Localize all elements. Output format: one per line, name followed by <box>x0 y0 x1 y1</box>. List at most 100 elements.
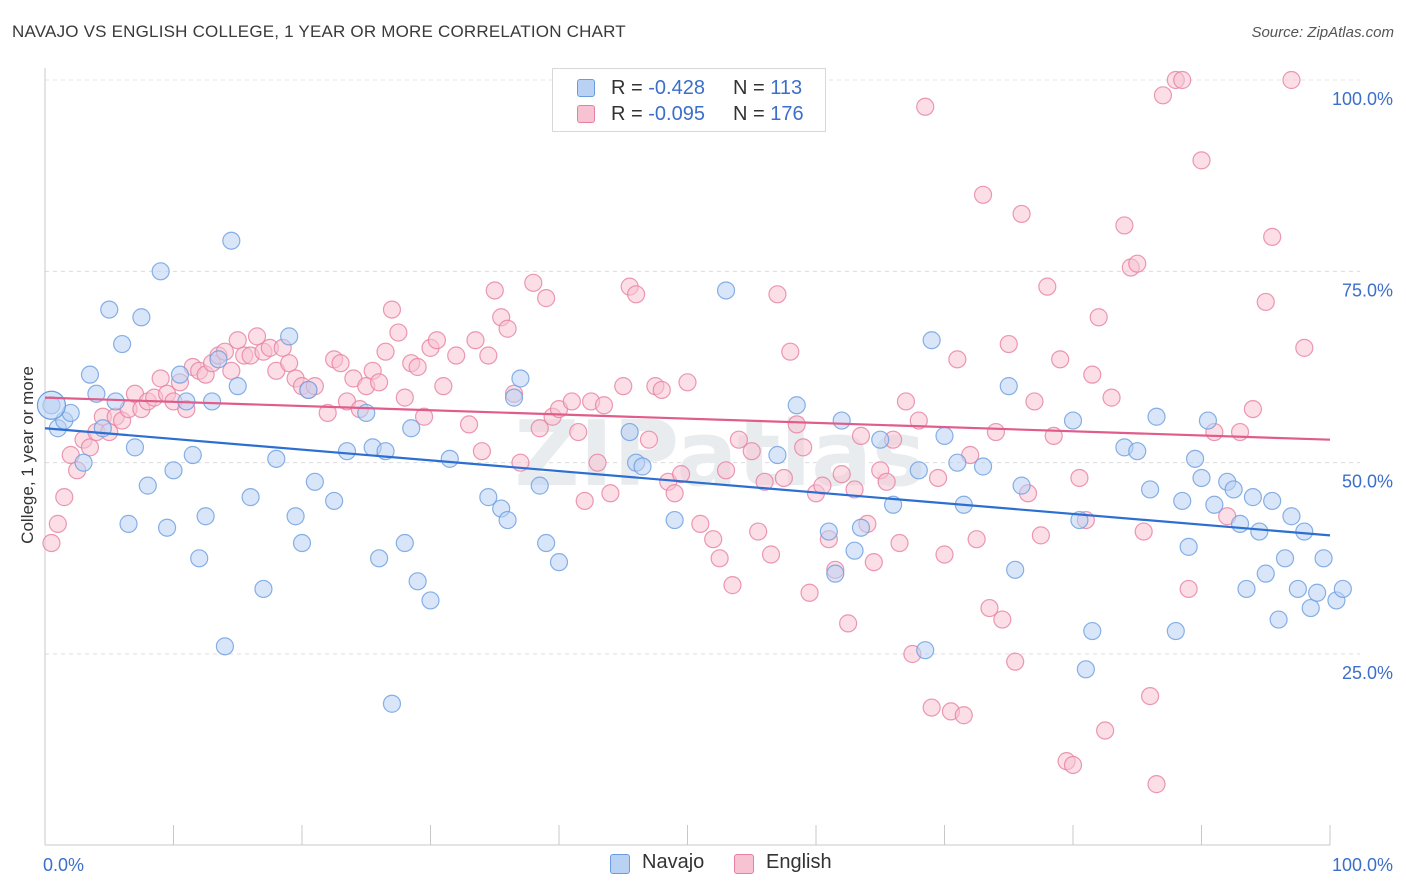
navajo-point <box>190 549 209 568</box>
navajo-point <box>1083 621 1102 641</box>
legend-r-label: R = <box>611 103 649 125</box>
english-point <box>954 706 973 725</box>
english-point <box>1192 151 1211 170</box>
navajo-point <box>922 331 941 350</box>
english-point <box>761 545 781 564</box>
navajo-point <box>1243 488 1263 507</box>
english-point <box>1102 388 1121 407</box>
y-axis-label: College, 1 year or more <box>18 366 37 544</box>
navajo-point <box>80 365 100 384</box>
legend-r-value-navajo: -0.428 <box>648 77 705 99</box>
english-point <box>466 331 485 350</box>
navajo-point <box>819 522 838 541</box>
navajo-point <box>74 453 93 472</box>
source-label: Source: ZipAtlas.com <box>1251 24 1394 41</box>
english-point <box>710 549 729 568</box>
english-point <box>55 488 74 507</box>
english-point <box>652 380 671 400</box>
navajo-point <box>183 445 202 465</box>
navajo-point <box>305 472 324 491</box>
navajo-point <box>1230 514 1250 533</box>
english-point <box>1179 579 1198 599</box>
english-point <box>601 484 620 503</box>
navajo-point <box>408 572 427 591</box>
navajo-point <box>202 392 222 411</box>
english-point <box>1051 350 1070 369</box>
english-point <box>716 461 736 480</box>
english-point <box>1096 721 1115 740</box>
navajo-point <box>768 445 787 465</box>
english-point <box>781 342 800 361</box>
english-point <box>787 415 806 434</box>
grid-lines <box>45 79 1360 655</box>
english-point <box>42 533 61 553</box>
english-point <box>1243 399 1263 419</box>
english-point <box>247 327 267 346</box>
navajo-point <box>370 549 389 568</box>
navajo-point <box>1205 495 1224 514</box>
english-point <box>691 514 710 533</box>
chart-title: NAVAJO VS ENGLISH COLLEGE, 1 YEAR OR MOR… <box>12 22 626 41</box>
navajo-point <box>1185 449 1205 468</box>
english-point <box>1083 365 1102 384</box>
english-point <box>395 388 414 407</box>
english-point <box>877 472 896 491</box>
x-tick-label: 100.0% <box>1332 855 1393 875</box>
english-point <box>755 472 774 491</box>
navajo-point <box>1282 507 1301 526</box>
navajo-point <box>382 694 402 713</box>
legend-swatch-navajo <box>610 854 630 874</box>
english-point <box>498 319 517 338</box>
correlation-legend: R = -0.428 N = 113 R = -0.095 N = 176 <box>552 68 826 132</box>
english-point <box>575 491 594 511</box>
english-point <box>562 392 581 411</box>
english-point <box>671 465 691 484</box>
navajo-point <box>299 380 318 400</box>
navajo-point <box>100 300 119 319</box>
navajo-point <box>530 476 549 495</box>
navajo-point <box>402 419 421 438</box>
navajo-point <box>337 442 357 461</box>
navajo-point <box>845 541 864 560</box>
navajo-point <box>286 507 305 526</box>
navajo-point <box>325 491 344 511</box>
navajo-point <box>999 377 1018 396</box>
english-point <box>1070 468 1089 488</box>
english-point <box>1031 526 1050 545</box>
english-point <box>1115 216 1134 235</box>
legend-r-value-english: -0.095 <box>648 103 705 125</box>
navajo-point <box>504 388 524 407</box>
english-point <box>434 377 453 396</box>
legend-n-label: N = <box>733 103 771 125</box>
navajo-point <box>164 461 183 480</box>
navajo-point <box>292 533 312 553</box>
legend-swatch-navajo <box>577 79 595 97</box>
watermark: ZIPatlas <box>514 402 925 507</box>
navajo-point <box>633 457 652 476</box>
navajo-point <box>254 579 273 599</box>
english-point <box>839 614 858 633</box>
english-point <box>774 468 793 488</box>
navajo-point <box>119 514 138 533</box>
navajo-point <box>151 262 170 281</box>
navajo-point <box>620 422 639 442</box>
english-point <box>1134 522 1153 541</box>
legend-n-value-english: 176 <box>770 103 804 125</box>
navajo-point <box>170 365 190 384</box>
navajo-point <box>1224 480 1243 499</box>
y-tick-label: 100.0% <box>1332 89 1393 109</box>
english-point <box>389 323 408 342</box>
english-point <box>864 553 883 572</box>
english-point <box>1153 86 1173 105</box>
trend-lines <box>44 396 1331 537</box>
navajo-point <box>916 641 935 660</box>
english-point <box>408 357 427 377</box>
english-point <box>973 185 993 204</box>
navajo-point <box>1333 579 1352 599</box>
english-point <box>729 430 749 449</box>
navajo-point <box>832 411 851 430</box>
navajo-point <box>267 449 286 468</box>
navajo-point <box>1308 583 1327 602</box>
english-point <box>459 415 479 434</box>
